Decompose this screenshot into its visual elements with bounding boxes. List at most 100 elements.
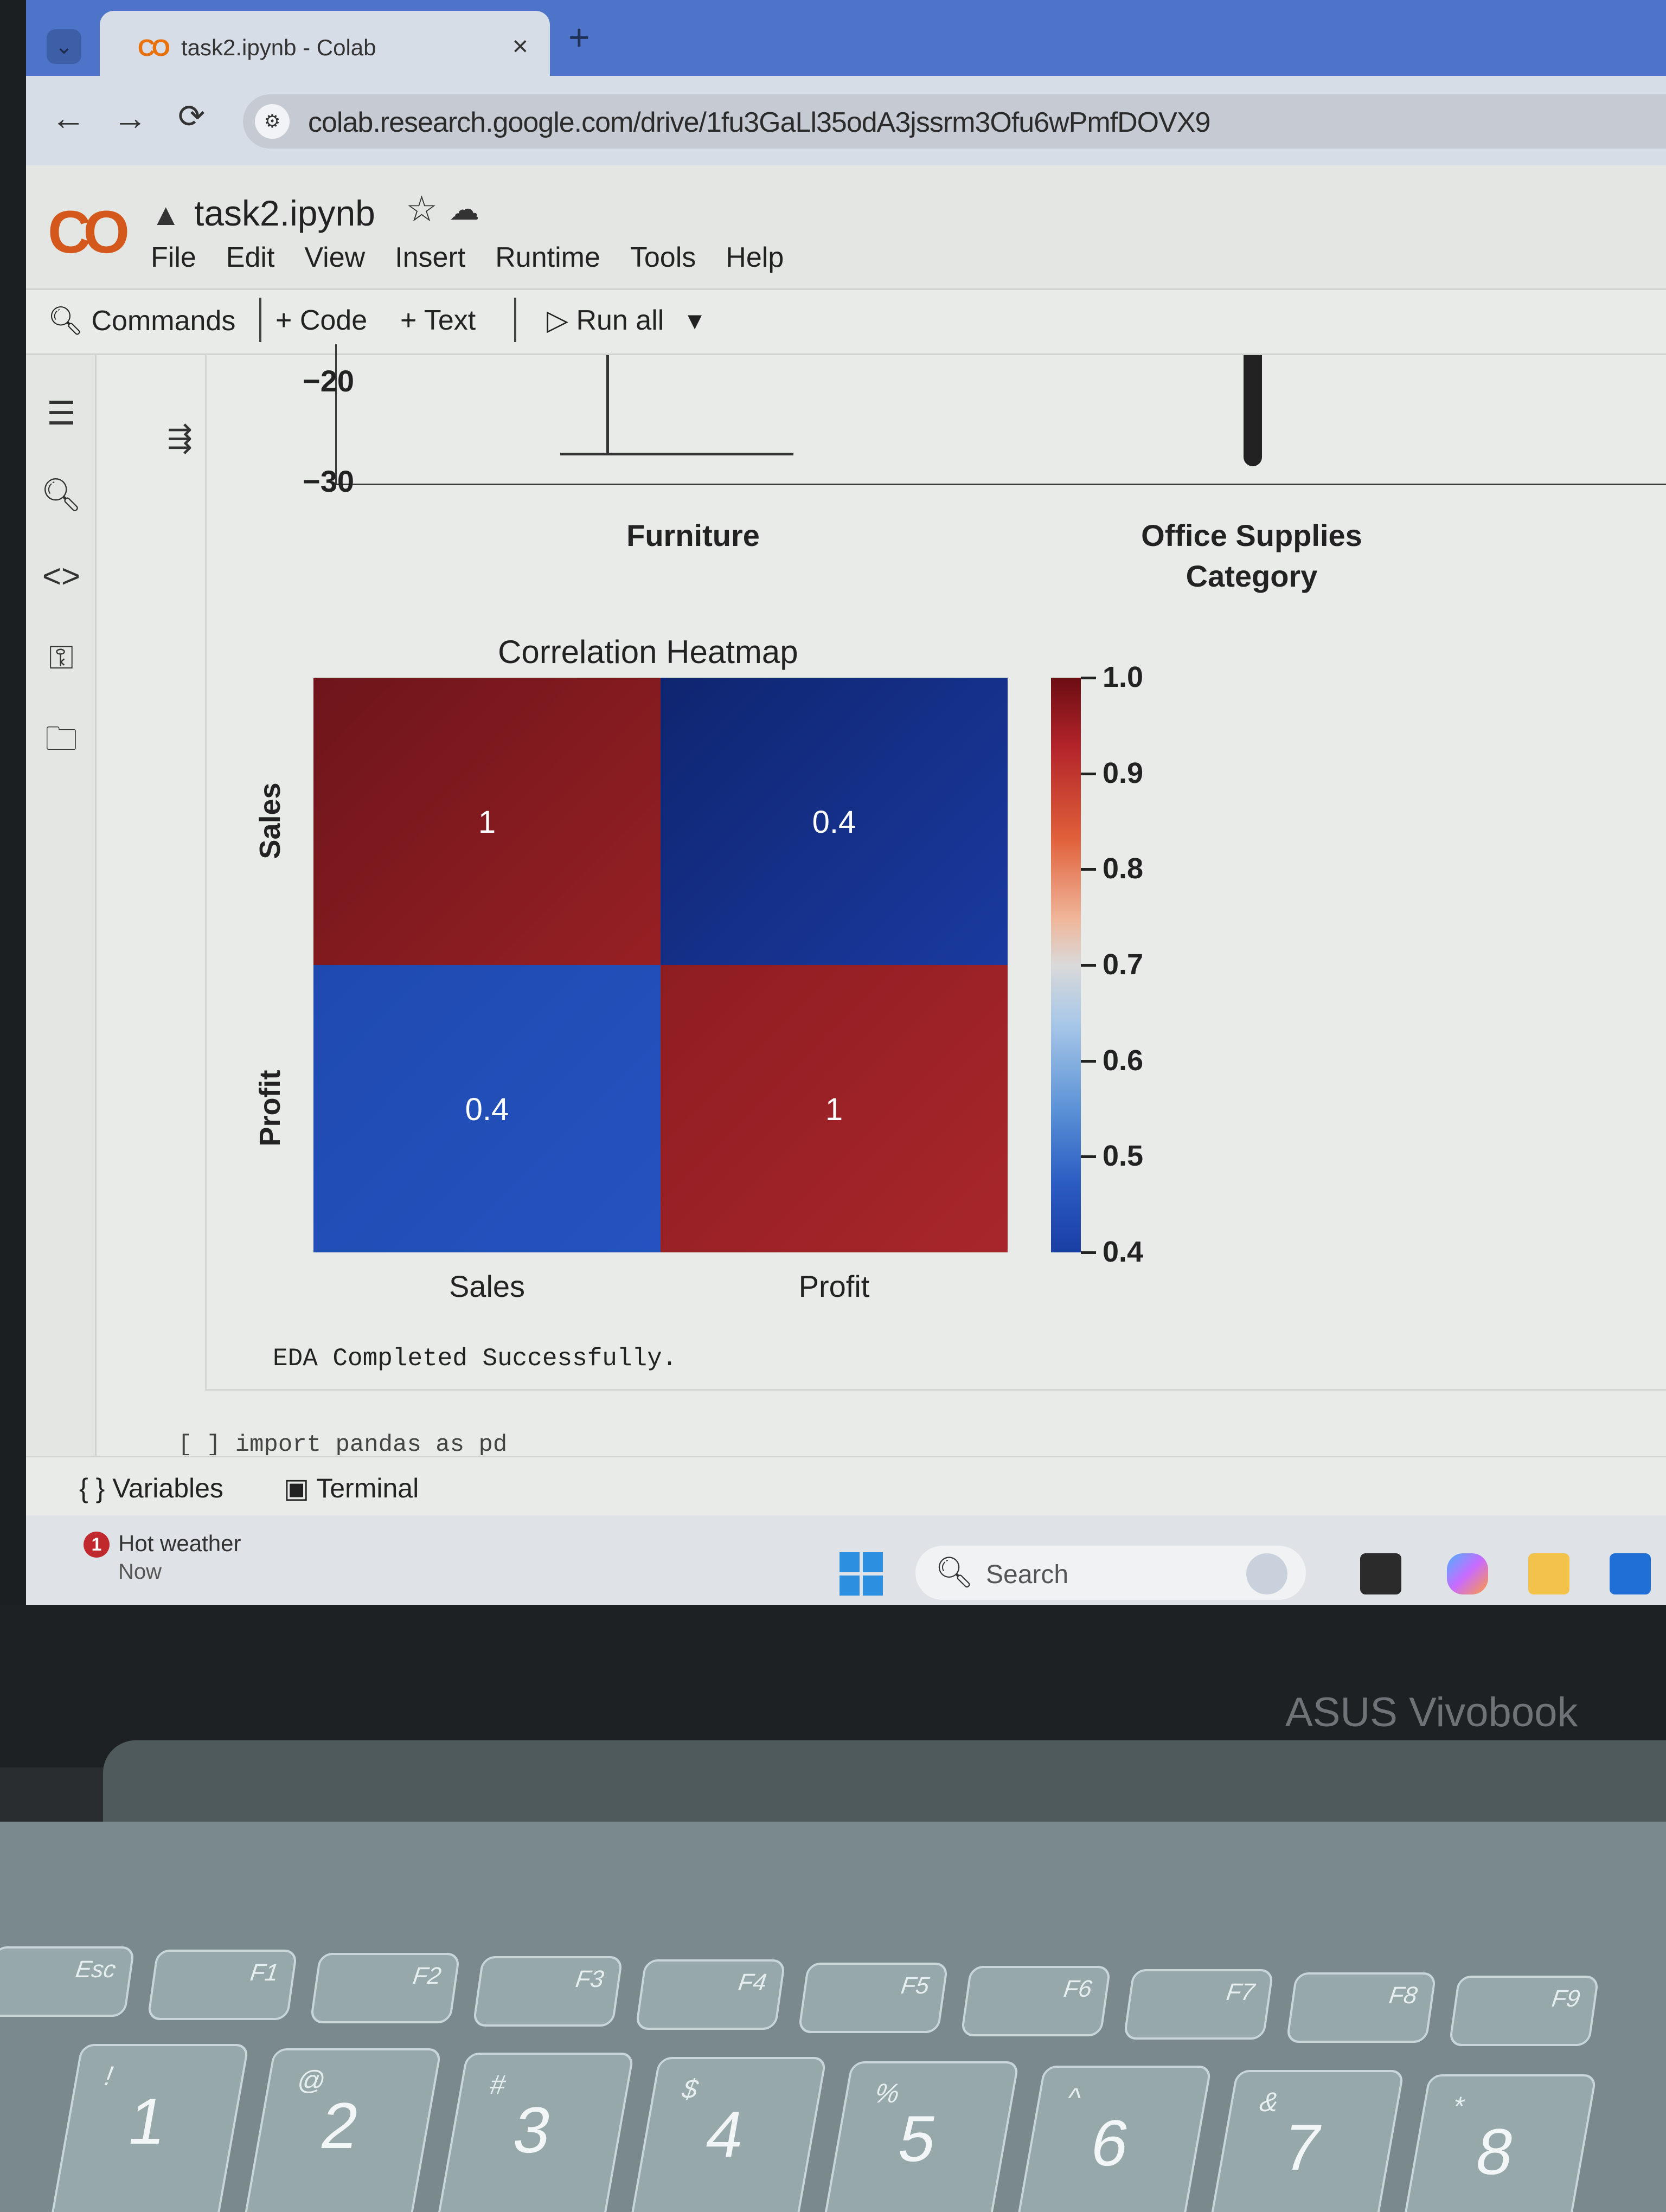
- browser-tab-strip: ⌄ CO task2.ipynb - Colab × +: [26, 0, 1666, 76]
- heatmap-annotation: 1: [825, 1092, 843, 1127]
- tab-close-icon[interactable]: ×: [512, 31, 528, 61]
- windows-start-icon[interactable]: [840, 1552, 883, 1596]
- colorbar-tick-label: 0.7: [1103, 948, 1144, 981]
- heatmap-cell: [661, 678, 1008, 965]
- key-7[interactable]: & 7: [1204, 2070, 1405, 2212]
- boxplot-axes-frame: [335, 344, 1666, 485]
- key-f7[interactable]: F7: [1123, 1969, 1274, 2040]
- omnibox[interactable]: ⚙ colab.research.google.com/drive/1fu3Ga…: [243, 94, 1666, 149]
- boxplot-cap: [560, 453, 793, 455]
- url-text[interactable]: colab.research.google.com/drive/1fu3GaLl…: [308, 107, 1210, 138]
- key-f5[interactable]: F5: [797, 1963, 949, 2033]
- new-tab-button[interactable]: +: [568, 17, 590, 58]
- key-main-label: 6: [1085, 2107, 1135, 2179]
- key-f1[interactable]: F1: [146, 1950, 298, 2020]
- weather-alert-badge[interactable]: 1: [84, 1532, 110, 1558]
- key-f3[interactable]: F3: [472, 1956, 624, 2027]
- y-tick-label: Profit: [254, 1070, 286, 1147]
- colorbar-tick-mark: [1081, 868, 1096, 871]
- key-shift-label: ^: [1065, 2082, 1083, 2113]
- tab-search-chevron-icon[interactable]: ⌄: [47, 29, 81, 64]
- key-label: F8: [1387, 1982, 1419, 2009]
- colab-favicon-icon: CO: [138, 35, 170, 61]
- x-tick-label: Profit: [798, 1269, 870, 1303]
- windows-taskbar: 1 Hot weather Now 🔍︎ Search: [26, 1515, 1666, 1605]
- key-8[interactable]: * 8: [1396, 2074, 1597, 2212]
- files-folder-icon[interactable]: 🗀: [45, 721, 78, 757]
- menu-tools[interactable]: Tools: [630, 242, 696, 273]
- colorbar-tick-mark: [1081, 1155, 1096, 1159]
- key-label: F5: [899, 1972, 931, 1999]
- file-explorer-icon[interactable]: [1528, 1553, 1569, 1594]
- taskbar-search[interactable]: 🔍︎ Search: [915, 1546, 1306, 1600]
- key-1[interactable]: ! 1: [49, 2044, 249, 2212]
- heatmap-annotation: 1: [478, 805, 496, 840]
- key-shift-label: %: [872, 2078, 902, 2108]
- menu-file[interactable]: File: [151, 242, 196, 273]
- table-of-contents-icon[interactable]: ☰: [47, 395, 76, 432]
- cell-output: [205, 355, 1666, 1391]
- colorbar-tick-mark: [1081, 677, 1096, 679]
- key-5[interactable]: % 5: [819, 2061, 1020, 2212]
- key-3[interactable]: #3: [434, 2053, 635, 2212]
- key-shift-label: #: [487, 2069, 508, 2100]
- menu-help[interactable]: Help: [726, 242, 784, 273]
- colab-logo[interactable]: CO: [48, 199, 130, 266]
- cricket-widget-icon[interactable]: [1246, 1553, 1287, 1594]
- star-icon[interactable]: ☆: [406, 189, 438, 229]
- site-info-icon[interactable]: ⚙: [255, 104, 290, 139]
- cloud-icon[interactable]: ☁: [449, 192, 479, 226]
- colorbar-tick-label: 0.4: [1103, 1236, 1144, 1268]
- output-toggle-icon[interactable]: ⇶: [167, 421, 193, 455]
- task-view-icon[interactable]: [1360, 1553, 1401, 1594]
- notebook-cell-area: ⇶ −20 −30 Furniture Office Supplies Cate…: [97, 344, 1666, 1456]
- key-f8[interactable]: F8: [1285, 1972, 1437, 2043]
- key-f4[interactable]: F4: [635, 1959, 786, 2030]
- browser-tab[interactable]: CO task2.ipynb - Colab ×: [100, 11, 550, 76]
- secrets-key-icon[interactable]: ⚿: [49, 639, 74, 676]
- commands-button[interactable]: 🔍︎ Commands: [48, 305, 236, 337]
- menu-edit[interactable]: Edit: [226, 242, 275, 273]
- terminal-button[interactable]: ▣ Terminal: [284, 1473, 419, 1503]
- microsoft-store-icon[interactable]: [1610, 1553, 1651, 1594]
- next-code-cell[interactable]: [ ] import pandas as pd: [178, 1431, 508, 1455]
- menu-bar: File Edit View Insert Runtime Tools Help: [151, 241, 784, 274]
- notebook-title[interactable]: task2.ipynb: [194, 193, 375, 233]
- menu-view[interactable]: View: [304, 242, 366, 273]
- key-f2[interactable]: F2: [309, 1953, 461, 2023]
- back-arrow-icon[interactable]: ←: [51, 98, 86, 137]
- reload-icon[interactable]: ⟳: [178, 98, 206, 134]
- key-main-label: 5: [893, 2102, 943, 2175]
- weather-title[interactable]: Hot weather: [118, 1531, 241, 1556]
- key-shift-label: !: [102, 2061, 116, 2091]
- key-4[interactable]: $4: [626, 2057, 827, 2212]
- variables-button[interactable]: { } Variables: [79, 1473, 223, 1503]
- colorbar-tick-mark: [1081, 1059, 1096, 1063]
- laptop-hinge: [103, 1740, 1666, 1832]
- colab-header: CO ▲ task2.ipynb ☆ ☁ File Edit View Inse…: [26, 165, 1666, 290]
- menu-runtime[interactable]: Runtime: [495, 242, 600, 273]
- colorbar-tick-label: 0.5: [1103, 1140, 1144, 1173]
- run-all-dropdown-icon[interactable]: ▾: [688, 305, 702, 336]
- code-snippets-icon[interactable]: <>: [42, 558, 81, 594]
- find-icon[interactable]: 🔍︎: [40, 477, 82, 513]
- key-2[interactable]: @2: [241, 2048, 442, 2212]
- menu-insert[interactable]: Insert: [395, 242, 466, 273]
- heatmap-annotation: 0.4: [465, 1092, 509, 1127]
- key-esc[interactable]: Esc: [0, 1946, 136, 2017]
- add-text-button[interactable]: + Text: [400, 305, 476, 336]
- key-shift-label: &: [1257, 2087, 1281, 2117]
- forward-arrow-icon[interactable]: →: [113, 98, 148, 137]
- play-icon: ▷: [547, 305, 576, 336]
- run-all-button[interactable]: ▷ Run all: [547, 305, 664, 336]
- x-category-label: Office Supplies: [1141, 518, 1362, 552]
- copilot-icon[interactable]: [1447, 1553, 1488, 1594]
- heatmap-cell: [313, 965, 661, 1252]
- toolbar-divider: [259, 298, 261, 342]
- key-6[interactable]: ^ 6: [1011, 2066, 1212, 2212]
- key-f6[interactable]: F6: [960, 1966, 1112, 2036]
- y-tick-label: −30: [303, 464, 354, 498]
- add-code-button[interactable]: + Code: [275, 305, 368, 336]
- y-tick-label: −20: [303, 364, 354, 398]
- key-f9[interactable]: F9: [1448, 1976, 1600, 2046]
